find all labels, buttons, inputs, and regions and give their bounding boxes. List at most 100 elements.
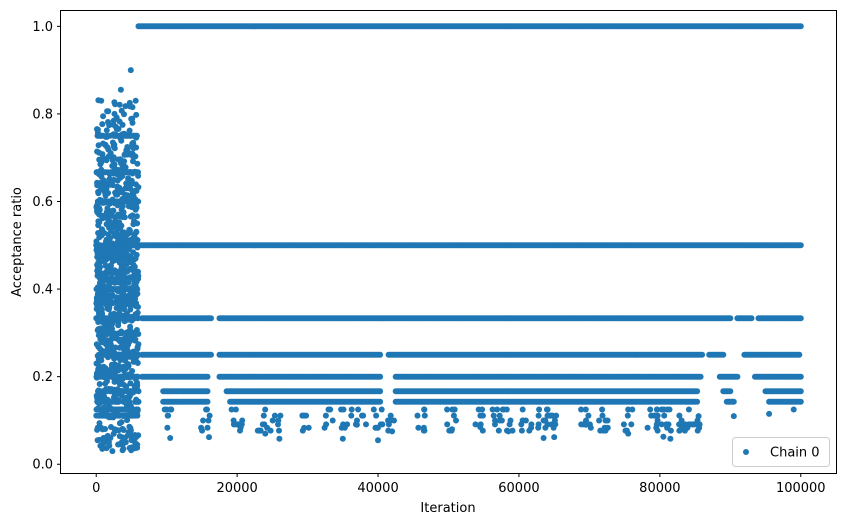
- data-point: [126, 423, 133, 430]
- data-point: [167, 435, 174, 441]
- data-point: [96, 381, 103, 387]
- data-point: [204, 373, 211, 380]
- data-point: [720, 351, 727, 358]
- data-point: [121, 398, 128, 405]
- data-point: [727, 388, 734, 395]
- data-point: [94, 198, 101, 205]
- data-point: [112, 233, 119, 240]
- data-point: [535, 412, 542, 419]
- data-point: [276, 427, 282, 434]
- data-point: [378, 406, 385, 413]
- data-point: [116, 300, 123, 307]
- data-point: [551, 434, 558, 441]
- data-point: [550, 424, 557, 431]
- data-point: [109, 207, 116, 214]
- data-point: [111, 110, 118, 117]
- data-point: [651, 412, 658, 419]
- data-point: [518, 421, 525, 428]
- data-point: [385, 421, 392, 428]
- data-point: [230, 421, 237, 428]
- data-point: [748, 315, 755, 322]
- data-point: [99, 226, 106, 233]
- data-point: [353, 421, 360, 428]
- data-point: [200, 417, 207, 424]
- data-point: [205, 417, 212, 424]
- data-point: [260, 412, 267, 419]
- data-point: [122, 439, 129, 446]
- data-point: [125, 363, 132, 370]
- data-point: [127, 132, 134, 139]
- data-point: [505, 428, 512, 435]
- data-point: [97, 298, 104, 305]
- data-point: [796, 351, 803, 358]
- data-point: [123, 406, 130, 413]
- data-point: [135, 275, 142, 282]
- data-point: [344, 421, 351, 428]
- data-point: [323, 421, 330, 428]
- data-point: [108, 414, 114, 421]
- data-point: [115, 225, 122, 232]
- data-point: [125, 176, 132, 182]
- data-point: [167, 406, 174, 413]
- data-point: [104, 396, 111, 403]
- data-point: [101, 251, 108, 257]
- data-point: [625, 430, 632, 437]
- data-point: [790, 406, 797, 413]
- data-point: [299, 412, 306, 419]
- data-point: [204, 398, 211, 405]
- data-point: [377, 351, 384, 358]
- data-point: [535, 421, 542, 428]
- data-point: [624, 412, 631, 419]
- data-point: [124, 251, 131, 258]
- y-tick-label: 1.0: [32, 20, 53, 35]
- data-point: [262, 406, 269, 413]
- data-point: [132, 97, 139, 104]
- data-point: [116, 219, 123, 226]
- data-point: [161, 406, 168, 413]
- data-point: [135, 398, 142, 405]
- data-point: [104, 405, 111, 412]
- data-point: [99, 121, 106, 128]
- data-point: [112, 373, 118, 380]
- data-point: [100, 113, 107, 120]
- data-point: [103, 127, 110, 134]
- data-point: [115, 441, 122, 448]
- data-point: [103, 132, 110, 139]
- data-point: [102, 373, 109, 380]
- data-point: [340, 406, 347, 413]
- data-point: [730, 398, 737, 405]
- data-point: [119, 168, 126, 175]
- data-point: [582, 421, 589, 428]
- data-point: [544, 412, 551, 419]
- data-point: [104, 315, 111, 322]
- data-point: [106, 200, 113, 207]
- data-point: [628, 421, 635, 428]
- data-point: [130, 153, 136, 160]
- data-point: [599, 406, 606, 413]
- data-point: [94, 437, 101, 444]
- data-point: [111, 99, 118, 106]
- data-point: [125, 279, 132, 286]
- data-point: [661, 412, 668, 419]
- data-point: [99, 426, 106, 433]
- data-point: [596, 417, 603, 424]
- data-point: [699, 351, 706, 358]
- data-point: [133, 132, 140, 139]
- data-point: [601, 424, 608, 431]
- data-point: [329, 417, 336, 424]
- data-point: [373, 412, 380, 419]
- data-point: [355, 406, 362, 413]
- data-point: [451, 406, 458, 413]
- data-point: [262, 430, 269, 437]
- data-point: [797, 242, 804, 249]
- data-point: [389, 428, 396, 435]
- data-point: [125, 294, 132, 301]
- data-point: [104, 327, 111, 334]
- data-point: [377, 398, 384, 405]
- data-point: [125, 286, 132, 293]
- data-point: [536, 406, 543, 413]
- data-point: [93, 412, 100, 419]
- data-point: [124, 348, 131, 355]
- data-point: [111, 161, 118, 168]
- data-point: [620, 421, 627, 428]
